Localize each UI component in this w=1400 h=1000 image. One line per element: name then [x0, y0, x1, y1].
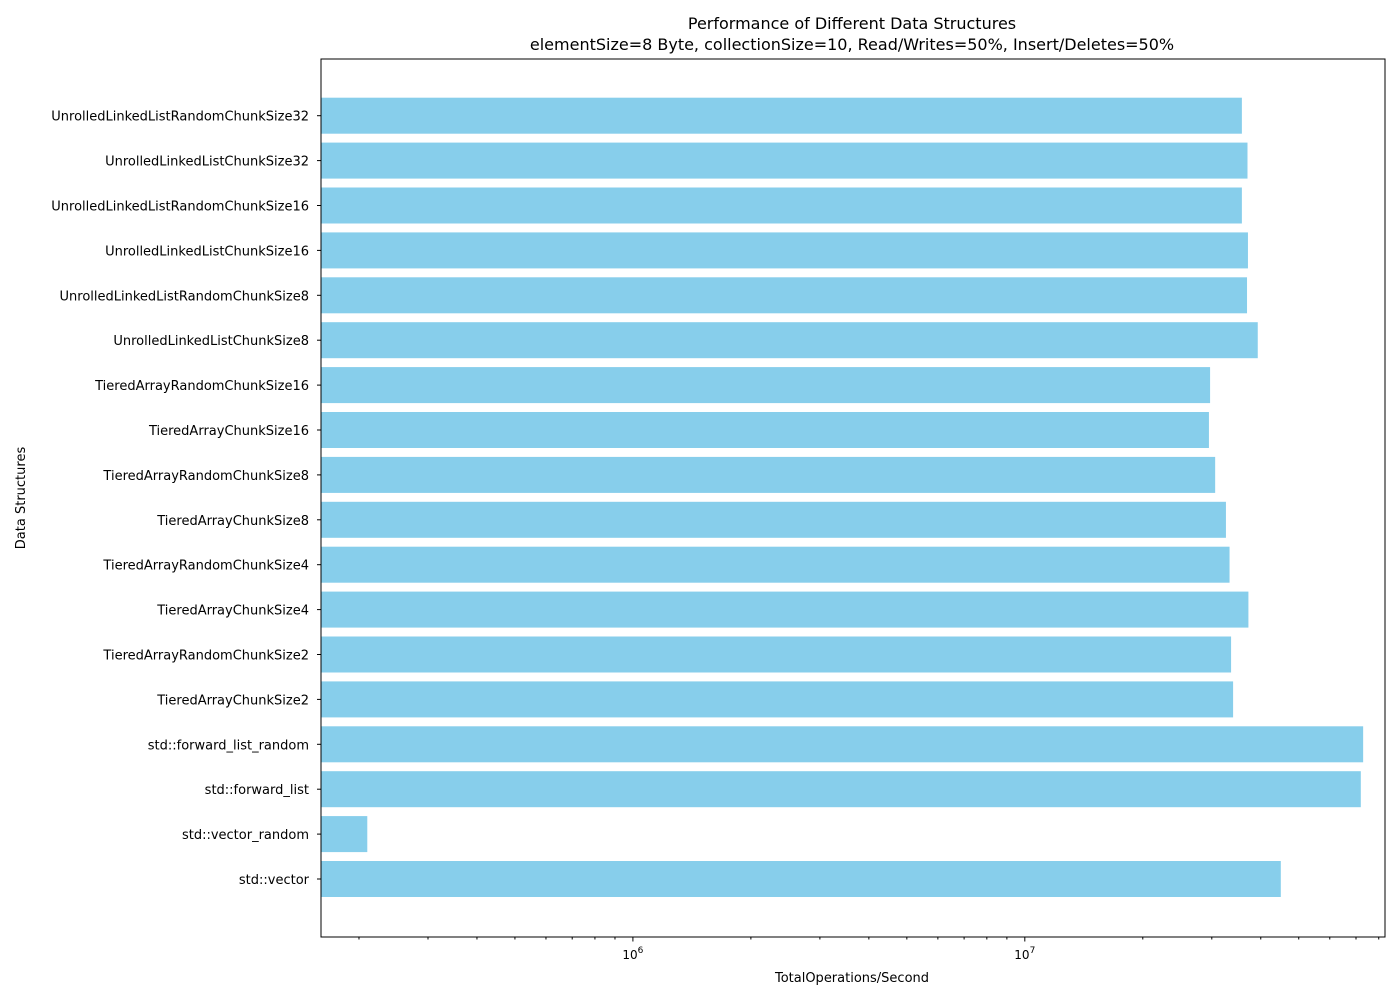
y-tick-label: TieredArrayRandomChunkSize8 [102, 469, 309, 484]
chart-title: Performance of Different Data Structures [688, 14, 1016, 33]
bar [321, 591, 1249, 628]
bar [321, 771, 1361, 808]
x-axis-label: TotalOperations/Second [774, 971, 929, 986]
y-tick-label: TieredArrayRandomChunkSize16 [94, 379, 309, 394]
y-tick-label: UnrolledLinkedListRandomChunkSize16 [51, 200, 309, 215]
y-tick-label: TieredArrayChunkSize4 [156, 604, 309, 619]
bar [321, 726, 1364, 763]
bar [321, 142, 1248, 179]
bar [321, 681, 1234, 718]
y-tick-label: std::forward_list [205, 783, 309, 798]
bar [321, 412, 1209, 448]
bar [321, 97, 1242, 134]
y-tick-label: TieredArrayChunkSize2 [156, 693, 309, 708]
bar [321, 456, 1216, 493]
chart-subtitle: elementSize=8 Byte, collectionSize=10, R… [530, 35, 1174, 54]
bar [321, 367, 1211, 404]
bar [321, 501, 1226, 538]
x-tick-label: 107 [1014, 946, 1035, 962]
y-tick-label: std::vector [239, 873, 310, 888]
y-tick-label: UnrolledLinkedListChunkSize16 [105, 244, 309, 259]
y-tick-label: TieredArrayChunkSize8 [156, 514, 309, 529]
bar [321, 187, 1242, 224]
bar [321, 546, 1230, 583]
y-tick-label: TieredArrayRandomChunkSize4 [102, 559, 309, 574]
y-tick-label: std::forward_list_random [148, 738, 309, 753]
y-tick-label: TieredArrayRandomChunkSize2 [102, 649, 309, 664]
y-axis-ticks: std::vector std::vector_random std::forwar… [51, 110, 321, 888]
y-tick-label: UnrolledLinkedListChunkSize32 [105, 155, 309, 170]
plot-frame [320, 58, 1386, 938]
bar [321, 322, 1258, 359]
bar [321, 636, 1232, 673]
y-tick-label: UnrolledLinkedListRandomChunkSize32 [51, 110, 309, 125]
y-tick-label: std::vector_random [182, 828, 309, 843]
bar [321, 277, 1248, 314]
x-axis-ticks: 106 107 [358, 937, 1380, 962]
bar [321, 816, 368, 853]
bar [321, 232, 1248, 269]
x-tick-label: 106 [622, 946, 643, 962]
bars-group [321, 97, 1364, 897]
y-axis-label: Data Structures [14, 447, 29, 550]
y-tick-label: UnrolledLinkedListRandomChunkSize8 [60, 289, 309, 304]
y-tick-label: TieredArrayChunkSize16 [148, 424, 309, 439]
y-tick-label: UnrolledLinkedListChunkSize8 [113, 334, 309, 349]
bar [321, 861, 1281, 897]
